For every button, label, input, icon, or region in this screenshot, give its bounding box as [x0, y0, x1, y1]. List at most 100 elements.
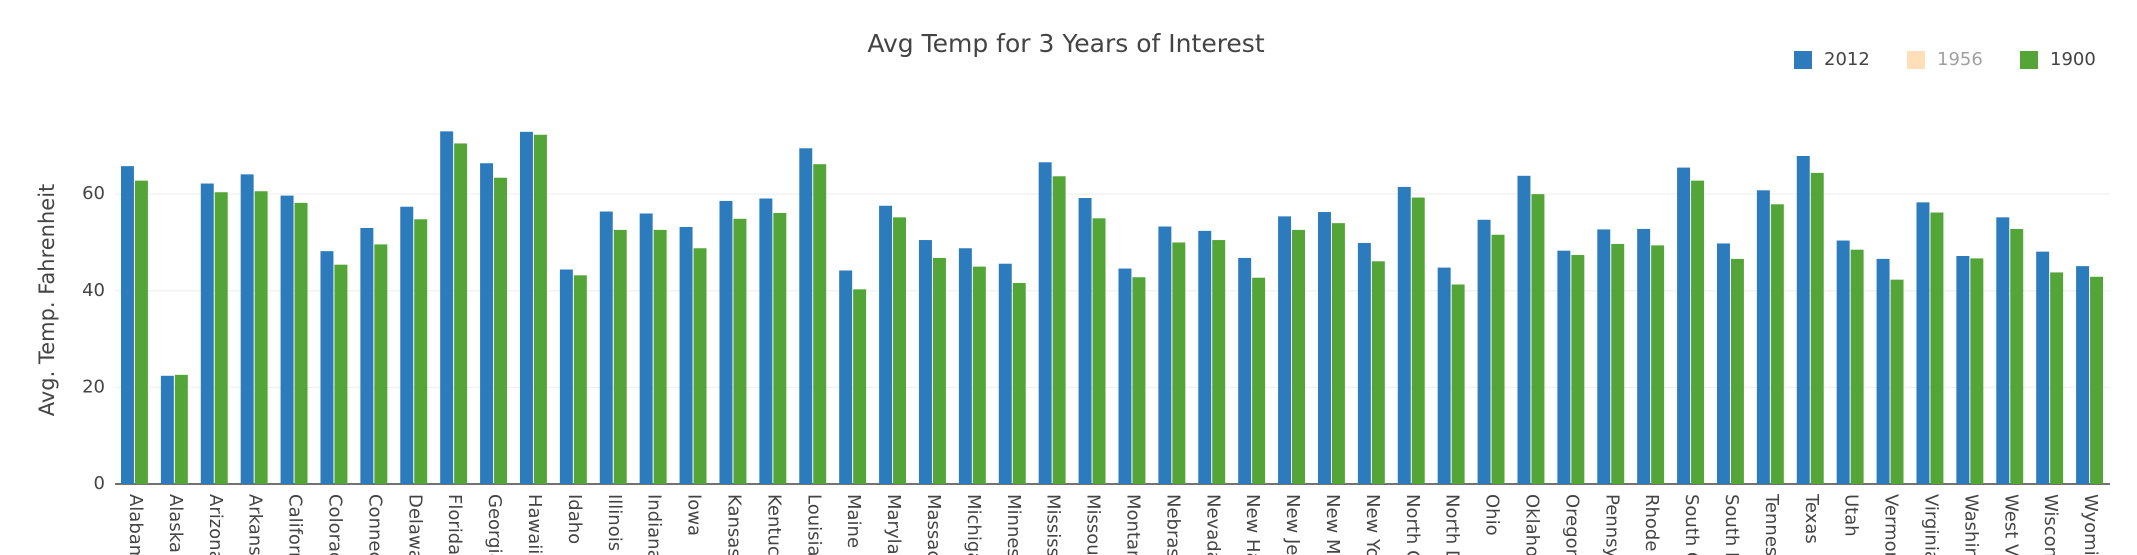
bar	[1317, 212, 1331, 484]
y-tick-label: 60	[82, 183, 105, 204]
x-tick-label: Oklahoma	[1521, 494, 1542, 555]
x-tick-label: New Hampshire	[1242, 494, 1263, 555]
bar	[1850, 249, 1864, 484]
bar	[174, 374, 188, 484]
bar	[1252, 277, 1266, 484]
bar	[1756, 190, 1770, 484]
bar	[1531, 194, 1545, 484]
legend-swatch[interactable]	[1907, 51, 1925, 69]
x-tick-label: Alabama	[125, 494, 146, 555]
x-tick-label: Washington	[1960, 494, 1981, 555]
x-tick-label: Connecticut	[364, 494, 385, 555]
bar	[414, 219, 428, 484]
bar	[1212, 240, 1226, 484]
x-tick-label: New Mexico	[1322, 494, 1343, 555]
bar	[719, 200, 733, 485]
bar	[998, 263, 1012, 484]
bar	[653, 229, 667, 484]
x-tick-label: Florida	[444, 494, 465, 555]
bar	[1357, 242, 1371, 484]
bar	[1876, 258, 1890, 484]
bar	[972, 266, 986, 484]
bar	[1637, 228, 1651, 484]
bar	[1557, 250, 1571, 484]
x-tick-label: Georgia	[484, 494, 505, 555]
bar	[1078, 198, 1092, 485]
bar	[1930, 212, 1944, 485]
bar	[813, 164, 827, 484]
bar	[1158, 226, 1172, 484]
x-tick-label: Pennsylvania	[1601, 494, 1622, 555]
x-tick-label: Indiana	[644, 494, 665, 555]
x-tick-label: South Dakota	[1721, 494, 1742, 555]
bar	[360, 227, 374, 484]
bar	[320, 251, 334, 484]
bar	[1292, 229, 1306, 484]
x-tick-label: Massachusetts	[923, 494, 944, 555]
legend-swatch[interactable]	[2020, 51, 2038, 69]
x-tick-label: Minnesota	[1003, 494, 1024, 555]
legend-label[interactable]: 2012	[1824, 49, 1870, 70]
x-tick-label: Wisconsin	[2040, 494, 2061, 555]
bar	[2050, 272, 2064, 484]
bar	[254, 191, 268, 484]
bar	[799, 148, 813, 484]
bar	[2076, 266, 2090, 484]
bar	[400, 206, 414, 485]
bar	[559, 269, 573, 484]
legend-swatch[interactable]	[1794, 51, 1812, 69]
bar	[1198, 230, 1212, 484]
bar	[519, 131, 533, 484]
x-tick-label: Rhode Island	[1641, 494, 1662, 555]
x-tick-label: Ohio	[1482, 494, 1503, 536]
bar	[214, 192, 228, 485]
y-tick-label: 40	[82, 280, 105, 301]
x-tick-label: Oregon	[1561, 494, 1582, 555]
bar	[879, 205, 893, 484]
x-tick-label: Alaska	[165, 494, 186, 553]
x-tick-label: Idaho	[564, 494, 585, 544]
x-tick-label: New York	[1362, 494, 1383, 555]
y-axis-title: Avg. Temp. Fahrenheit	[35, 184, 59, 417]
bar	[1810, 172, 1824, 484]
bar	[134, 180, 148, 485]
bar	[1238, 257, 1252, 484]
legend-label[interactable]: 1956	[1937, 49, 1983, 70]
bar	[1118, 268, 1132, 484]
bar	[1092, 218, 1106, 485]
bar	[1677, 167, 1691, 485]
bar	[1796, 155, 1810, 485]
bar	[200, 183, 214, 485]
bar	[1012, 283, 1026, 484]
legend-label[interactable]: 1900	[2050, 49, 2096, 70]
x-tick-label: Nebraska	[1162, 494, 1183, 555]
x-tick-label: Tennessee	[1761, 493, 1782, 555]
x-tick-label: North Carolina	[1402, 494, 1423, 555]
bar	[1770, 204, 1784, 484]
bar	[1996, 217, 2010, 484]
bar	[1597, 229, 1611, 484]
x-tick-label: Montana	[1122, 494, 1143, 555]
bar	[1052, 176, 1066, 485]
x-tick-label: Mississippi	[1043, 494, 1064, 555]
x-tick-label: Texas	[1801, 493, 1822, 544]
x-tick-label: Arkansas	[245, 494, 266, 555]
bar	[440, 131, 454, 485]
x-tick-label: Arizona	[205, 494, 226, 555]
x-tick-label: North Dakota	[1442, 494, 1463, 555]
x-tick-label: Colorado	[324, 494, 345, 555]
x-tick-label: Michigan	[963, 494, 984, 555]
bar	[893, 217, 907, 484]
bar	[679, 227, 693, 485]
bar	[280, 195, 294, 484]
bar	[1451, 284, 1465, 484]
x-tick-label: Maine	[843, 494, 864, 548]
bar	[120, 166, 134, 485]
x-tick-label: Virginia	[1920, 494, 1941, 555]
x-tick-label: Missouri	[1083, 494, 1104, 555]
bar	[1571, 255, 1585, 484]
x-tick-label: Nevada	[1202, 494, 1223, 555]
bar	[958, 248, 972, 484]
bar	[2036, 251, 2050, 484]
